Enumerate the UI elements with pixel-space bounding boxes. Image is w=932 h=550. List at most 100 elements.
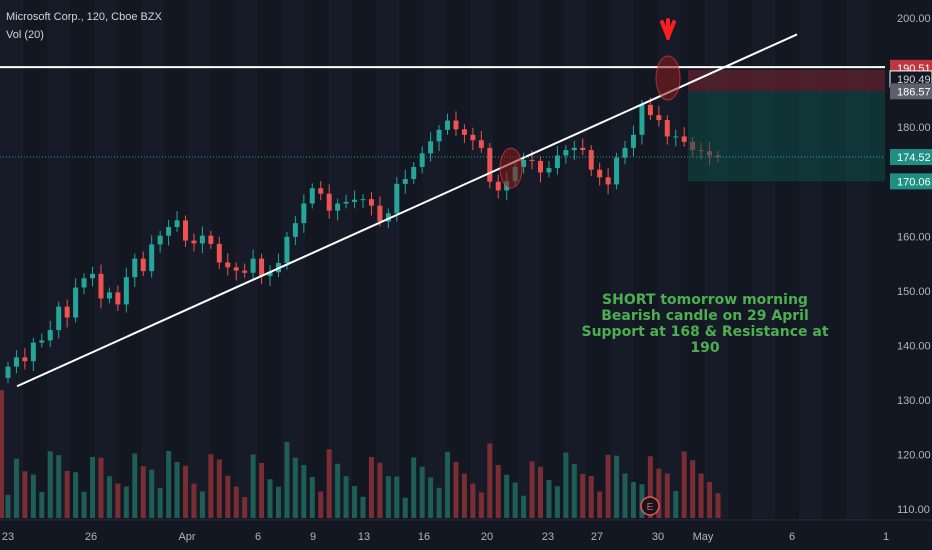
volume-bar bbox=[715, 493, 721, 518]
candle bbox=[546, 168, 552, 173]
candle bbox=[98, 273, 104, 299]
candle bbox=[368, 199, 374, 206]
candle bbox=[56, 306, 62, 331]
volume-bars bbox=[0, 390, 721, 518]
candle bbox=[673, 136, 679, 138]
volume-bar bbox=[157, 488, 163, 518]
candle bbox=[106, 292, 112, 299]
volume-bar bbox=[275, 486, 281, 518]
volume-bar bbox=[664, 473, 670, 518]
earnings-marker[interactable]: E bbox=[640, 496, 660, 516]
candle bbox=[622, 147, 628, 158]
candle bbox=[656, 115, 662, 121]
volume-bar bbox=[216, 459, 222, 518]
x-tick-label: 26 bbox=[85, 531, 97, 543]
candle bbox=[326, 193, 332, 211]
volume-bar bbox=[292, 457, 298, 518]
volume-bar bbox=[690, 460, 696, 518]
x-tick-label: 27 bbox=[591, 531, 603, 543]
candle bbox=[411, 166, 417, 179]
candle bbox=[639, 104, 645, 135]
candle bbox=[428, 141, 434, 154]
volume-bar bbox=[5, 494, 11, 518]
volume-bar bbox=[22, 471, 28, 518]
candle bbox=[521, 159, 527, 167]
volume-bar bbox=[470, 483, 476, 518]
volume-bar bbox=[554, 486, 560, 518]
candle bbox=[495, 181, 501, 191]
x-tick-label: 16 bbox=[418, 531, 430, 543]
candle bbox=[174, 220, 180, 227]
candle bbox=[614, 157, 620, 185]
time-band bbox=[517, 0, 540, 520]
x-tick-label: 20 bbox=[481, 531, 493, 543]
candle bbox=[352, 199, 358, 202]
candle bbox=[166, 226, 172, 236]
volume-bar bbox=[461, 473, 467, 518]
volume-bar bbox=[233, 486, 239, 518]
candle bbox=[318, 188, 324, 194]
svg-text:186.57: 186.57 bbox=[897, 86, 931, 98]
volume-bar bbox=[267, 479, 273, 518]
candle bbox=[394, 183, 400, 214]
candle bbox=[554, 155, 560, 169]
volume-bar bbox=[166, 451, 172, 518]
candle bbox=[259, 258, 265, 277]
candle bbox=[377, 205, 383, 222]
analysis-annotation: SHORT tomorrow morning Bearish candle on… bbox=[570, 292, 840, 356]
candle bbox=[30, 342, 36, 362]
candle bbox=[191, 240, 197, 244]
candle bbox=[39, 340, 45, 343]
candle bbox=[284, 236, 290, 263]
candle bbox=[571, 147, 577, 151]
candle bbox=[250, 258, 256, 273]
candle bbox=[402, 178, 408, 184]
volume-bar bbox=[318, 491, 324, 518]
y-tick-label: 160.00 bbox=[897, 231, 931, 243]
candle bbox=[529, 159, 535, 161]
chart-title: Microsoft Corp., 120, Cboe BZX bbox=[6, 11, 162, 23]
volume-bar bbox=[605, 454, 611, 518]
time-band bbox=[423, 0, 446, 520]
volume-bar bbox=[445, 451, 451, 518]
volume-bar bbox=[597, 491, 603, 518]
volume-bar bbox=[174, 462, 180, 518]
volume-bar bbox=[90, 457, 96, 518]
volume-bar bbox=[343, 476, 349, 518]
volume-bar bbox=[30, 474, 36, 518]
volume-bar bbox=[681, 451, 687, 518]
candle bbox=[22, 357, 28, 362]
candle bbox=[647, 104, 653, 116]
candles bbox=[5, 97, 721, 383]
volume-bar bbox=[698, 473, 704, 518]
time-axis[interactable]: 23 26 Apr 6 9 13 16 20 23 27 30 May 6 1 bbox=[0, 519, 932, 543]
time-band bbox=[0, 0, 23, 520]
volume-bar bbox=[614, 455, 620, 518]
volume-bar bbox=[56, 455, 62, 518]
x-tick-label: 1 bbox=[883, 531, 889, 543]
time-band bbox=[282, 0, 305, 520]
candle bbox=[580, 147, 586, 151]
volume-bar bbox=[47, 451, 53, 518]
volume-bar bbox=[259, 463, 265, 518]
candle bbox=[123, 277, 129, 305]
volume-bar bbox=[647, 456, 653, 518]
candle bbox=[208, 235, 214, 244]
candle bbox=[225, 262, 231, 268]
candle bbox=[597, 169, 603, 178]
price-label: 186.57 bbox=[890, 83, 932, 100]
x-tick-label: 9 bbox=[310, 531, 316, 543]
price-label: 174.52 bbox=[890, 149, 932, 166]
volume-bar bbox=[208, 454, 214, 518]
highlight-circle-2 bbox=[655, 55, 681, 101]
y-tick-label: 180.00 bbox=[897, 122, 931, 134]
candle bbox=[301, 203, 307, 224]
volume-bar bbox=[394, 476, 400, 518]
volume-bar bbox=[588, 476, 594, 518]
volume-bar bbox=[487, 443, 493, 518]
volume-bar bbox=[73, 472, 79, 518]
candle bbox=[664, 120, 670, 137]
candle bbox=[461, 129, 467, 135]
volume-bar bbox=[191, 483, 197, 518]
